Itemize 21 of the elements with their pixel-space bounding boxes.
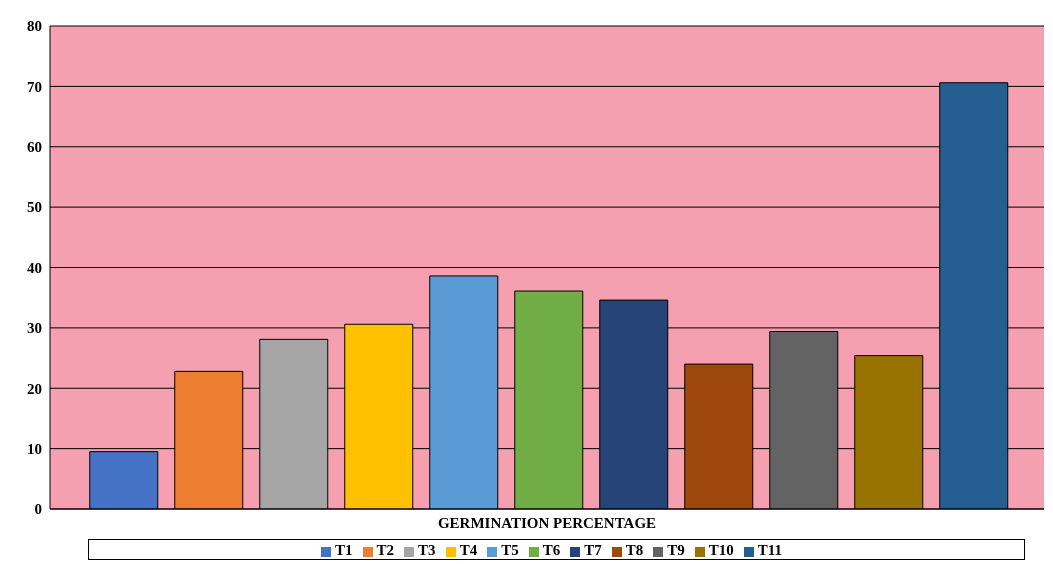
legend-label: T10 (708, 542, 734, 558)
y-tick-label: 40 (27, 259, 42, 276)
y-tick-label: 70 (27, 78, 42, 95)
legend-label: T1 (335, 542, 353, 558)
legend-label: T8 (625, 542, 644, 558)
legend-label: T2 (376, 542, 395, 558)
legend-label: T3 (418, 542, 436, 558)
y-tick-label: 10 (27, 440, 42, 457)
y-tick-label: 20 (27, 380, 42, 397)
legend-label: T4 (459, 542, 478, 558)
y-tick-label: 50 (27, 199, 42, 216)
legend-label: T7 (584, 542, 602, 558)
legend-label: T11 (757, 542, 782, 558)
y-tick-label: 0 (34, 501, 42, 518)
y-tick-label: 60 (27, 139, 42, 156)
y-tick-label: 80 (27, 18, 42, 35)
legend-label: T6 (542, 542, 561, 558)
x-tick-label: GERMINATION PERCENTAGE (437, 514, 657, 531)
y-tick-label: 30 (27, 320, 42, 337)
legend-label: T9 (667, 542, 685, 558)
legend-label: T5 (501, 542, 519, 558)
